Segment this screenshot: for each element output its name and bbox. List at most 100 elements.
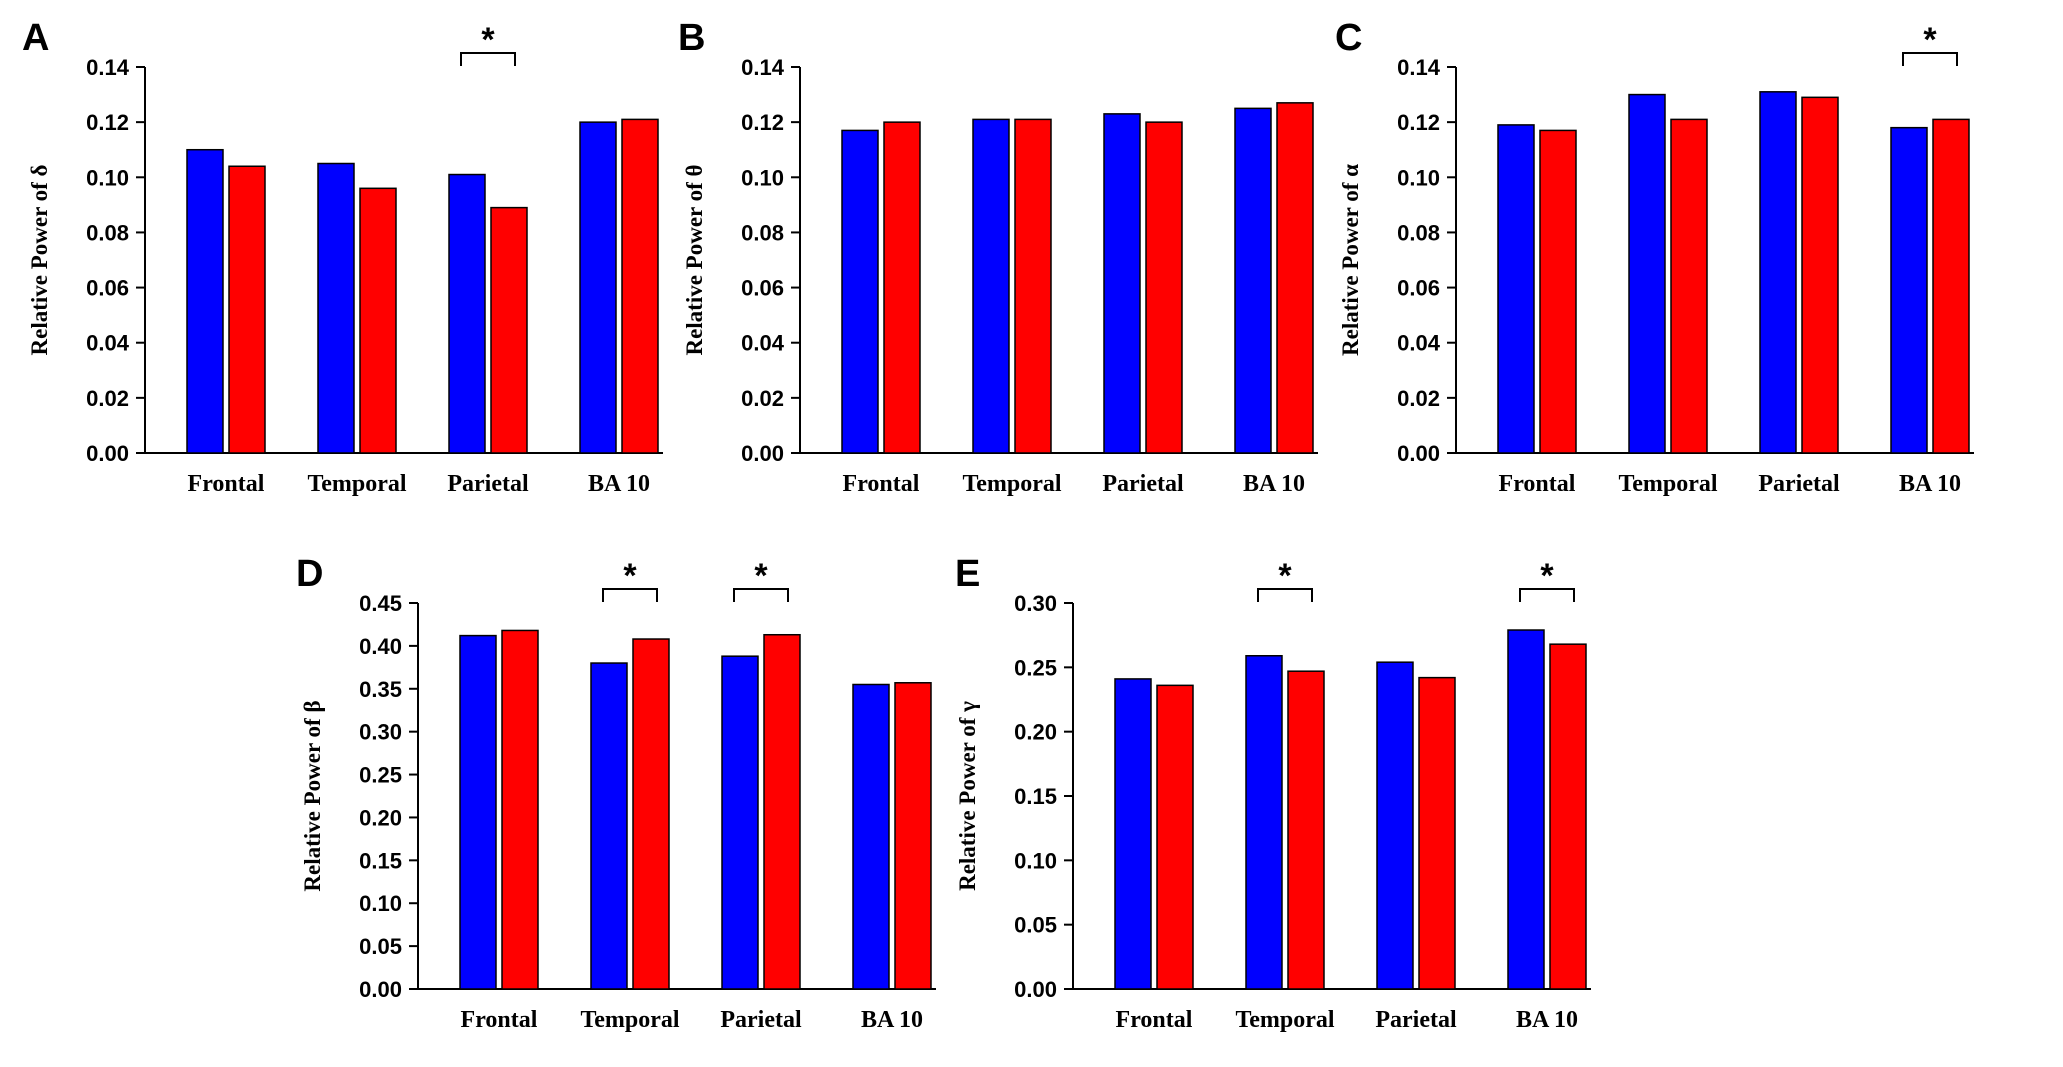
y-tick-label: 0.08 xyxy=(1397,220,1440,245)
y-tick-label: 0.10 xyxy=(1014,848,1057,873)
y-tick-label: 0.25 xyxy=(359,763,402,788)
bar-group1-ba-10 xyxy=(1234,107,1272,454)
y-tick-label: 0.30 xyxy=(359,720,402,745)
y-tick-label: 0.00 xyxy=(1014,977,1057,1002)
bar-group1-ba-10 xyxy=(1507,629,1545,990)
bar-group2-frontal xyxy=(501,629,539,990)
y-tick-label: 0.14 xyxy=(86,55,130,80)
y-tick-label: 0.20 xyxy=(1014,720,1057,745)
x-category-label: Frontal xyxy=(1116,1007,1193,1033)
bar-group2-frontal xyxy=(1539,129,1577,454)
y-tick-label: 0.45 xyxy=(359,591,402,616)
y-tick-label: 0.14 xyxy=(1397,55,1441,80)
chart-panel-d: D 0.00 0.05 0.10 0.15 0.20 0.25 0.30 0.35 0.40 0.4… xyxy=(296,553,936,1033)
significance-bracket xyxy=(1902,52,1958,66)
y-tick-label: 0.05 xyxy=(359,934,402,959)
y-tick-label: 0.04 xyxy=(741,331,785,356)
y-tick-label: 0.00 xyxy=(1397,441,1440,466)
significance-marker: * xyxy=(623,557,637,595)
y-tick-label: 0.02 xyxy=(86,386,129,411)
bar-group2-ba-10 xyxy=(894,682,932,990)
y-tick-label: 0.25 xyxy=(1014,655,1057,680)
bar-group2-frontal xyxy=(1156,684,1194,990)
bar-group2-temporal xyxy=(632,638,670,990)
significance-marker: * xyxy=(754,557,768,595)
bar-group2-parietal xyxy=(763,633,801,990)
y-axis-title: Relative Power of γ xyxy=(955,701,980,891)
significance-bracket xyxy=(1257,588,1313,602)
x-category-label: Parietal xyxy=(1375,1007,1457,1033)
bar-group1-temporal xyxy=(1245,655,1283,990)
y-tick-label: 0.00 xyxy=(741,441,784,466)
bar-group1-ba-10 xyxy=(852,683,890,990)
bar-group2-ba-10 xyxy=(1932,118,1970,454)
y-tick-label: 0.12 xyxy=(1397,110,1440,135)
y-tick-label: 0.06 xyxy=(741,276,784,301)
y-tick-label: 0.12 xyxy=(86,110,129,135)
y-tick-label: 0.00 xyxy=(86,441,129,466)
x-category-label: BA 10 xyxy=(588,471,650,497)
significance-marker: * xyxy=(1923,21,1937,59)
x-category-label: Frontal xyxy=(1499,471,1576,497)
bar-group2-frontal xyxy=(883,121,921,454)
bar-group2-temporal xyxy=(1670,118,1708,454)
y-tick-label: 0.06 xyxy=(1397,276,1440,301)
y-tick-label: 0.04 xyxy=(86,331,130,356)
y-tick-label: 0.02 xyxy=(1397,386,1440,411)
chart-panel-e: E 0.00 0.05 0.10 0.15 0.20 0.25 0.30 Relative Po… xyxy=(955,553,1591,1033)
y-tick-label: 0.15 xyxy=(359,848,402,873)
significance-marker: * xyxy=(1540,557,1554,595)
bar-group2-parietal xyxy=(1801,96,1839,454)
panel-letter: E xyxy=(955,553,980,595)
x-category-label: Temporal xyxy=(580,1007,679,1033)
x-category-label: Frontal xyxy=(461,1007,538,1033)
bar-group2-parietal xyxy=(490,206,528,454)
bar-group2-temporal xyxy=(1014,118,1052,454)
x-category-label: Temporal xyxy=(307,471,406,497)
y-tick-label: 0.00 xyxy=(359,977,402,1002)
significance-marker: * xyxy=(1278,557,1292,595)
y-tick-label: 0.02 xyxy=(741,386,784,411)
bar-group2-temporal xyxy=(359,187,397,454)
y-tick-label: 0.10 xyxy=(741,165,784,190)
x-category-label: Temporal xyxy=(1235,1007,1334,1033)
significance-bracket xyxy=(602,588,658,602)
y-tick-label: 0.20 xyxy=(359,805,402,830)
x-category-label: Parietal xyxy=(1102,471,1184,497)
x-category-label: Temporal xyxy=(962,471,1061,497)
chart-panel-a: A 0.00 0.02 0.04 0.06 0.08 0.10 0.12 0.14 Relativ… xyxy=(22,17,663,497)
significance-bracket xyxy=(460,52,516,66)
bar-group1-ba-10 xyxy=(579,121,617,454)
bar-group1-frontal xyxy=(186,148,224,454)
x-category-label: Frontal xyxy=(843,471,920,497)
y-tick-label: 0.10 xyxy=(86,165,129,190)
panel-letter: D xyxy=(296,553,323,595)
y-tick-label: 0.30 xyxy=(1014,591,1057,616)
y-axis-title: Relative Power of β xyxy=(300,700,325,891)
panel-letter: C xyxy=(1335,17,1362,59)
y-tick-label: 0.06 xyxy=(86,276,129,301)
panel-letter: B xyxy=(678,17,705,59)
y-tick-label: 0.10 xyxy=(1397,165,1440,190)
x-category-label: BA 10 xyxy=(861,1007,923,1033)
bar-group1-frontal xyxy=(1114,678,1152,990)
bar-group2-ba-10 xyxy=(1549,643,1587,990)
y-tick-label: 0.08 xyxy=(86,220,129,245)
bar-group1-parietal xyxy=(448,173,486,454)
x-category-label: BA 10 xyxy=(1516,1007,1578,1033)
bar-group2-parietal xyxy=(1418,676,1456,990)
chart-panel-b: B 0.00 0.02 0.04 0.06 0.08 0.10 0.12 0.14 Relativ… xyxy=(678,17,1318,497)
x-category-label: Parietal xyxy=(1758,471,1840,497)
y-tick-label: 0.40 xyxy=(359,634,402,659)
x-category-label: Parietal xyxy=(447,471,529,497)
panel-letter: A xyxy=(22,17,49,59)
significance-bracket xyxy=(1519,588,1575,602)
bar-group1-parietal xyxy=(1103,113,1141,454)
bar-group2-ba-10 xyxy=(621,118,659,454)
y-tick-label: 0.05 xyxy=(1014,913,1057,938)
bar-group1-parietal xyxy=(721,655,759,990)
y-tick-label: 0.04 xyxy=(1397,331,1441,356)
x-category-label: Parietal xyxy=(720,1007,802,1033)
bar-group2-temporal xyxy=(1287,670,1325,990)
